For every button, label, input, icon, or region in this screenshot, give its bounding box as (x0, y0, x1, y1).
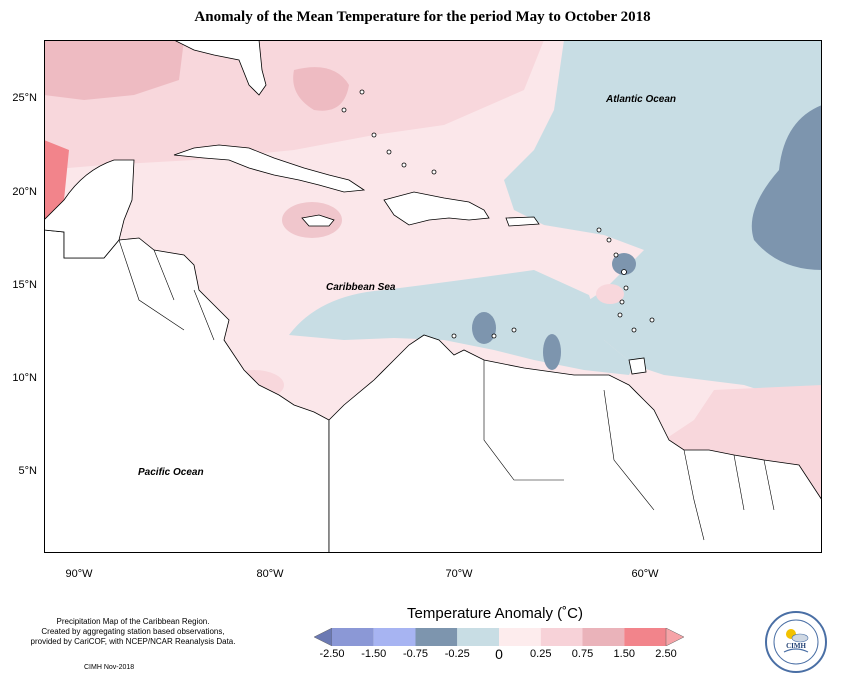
legend-colorbar (314, 628, 684, 646)
land-south-america (328, 334, 822, 553)
legend-tick-label: 0.25 (530, 648, 552, 660)
legend-tick-label: -2.50 (319, 648, 345, 660)
atlantic-ocean-label: Atlantic Ocean (606, 94, 677, 105)
anomaly-zone-northwest (44, 40, 184, 100)
legend-tick-label: 2.50 (655, 648, 677, 660)
legend-swatch (373, 628, 416, 646)
logo-text: CIMH (786, 642, 806, 650)
lon-label-60: 60°W (631, 568, 659, 580)
anomaly-patch-venezuela (543, 334, 561, 370)
legend-tick-label: 0 (495, 646, 503, 662)
legend-swatch-min (314, 628, 333, 646)
caribbean-sea-label: Caribbean Sea (326, 282, 396, 293)
land-puerto-rico (505, 216, 540, 227)
legend-tick-label: -0.75 (402, 648, 429, 660)
anomaly-patch-windwards (596, 284, 624, 304)
legend-swatch (624, 628, 666, 646)
country-borders (118, 239, 775, 541)
land-florida (173, 40, 267, 96)
anomaly-zone-bahamas (293, 67, 349, 111)
lon-label-70: 70°W (445, 568, 473, 580)
map-title: Anomaly of the Mean Temperature for the … (194, 9, 651, 25)
land-jamaica (301, 214, 335, 227)
anomaly-patch-curacao (472, 312, 496, 344)
legend-swatch (540, 628, 583, 646)
land-cuba (173, 144, 366, 193)
cimh-logo: CIMH (764, 610, 828, 674)
land-trinidad (628, 357, 647, 375)
land-yucatan (44, 159, 135, 259)
lat-label-25: 25°N (12, 92, 37, 104)
legend-tick-label: 0.75 (571, 648, 594, 660)
notes-line-3: provided by CariCOF, with NCEP/NCAR Rean… (30, 637, 236, 646)
lat-label-15: 15°N (12, 279, 37, 291)
land-hispaniola (383, 191, 490, 226)
notes-line-1: Precipitation Map of the Caribbean Regio… (56, 617, 210, 626)
sun-cloud-icon (783, 629, 809, 653)
legend-tick-label: -1.50 (361, 648, 387, 660)
legend-title: Temperature Anomaly (˚C) (407, 605, 583, 622)
lat-label-20: 20°N (12, 186, 37, 198)
notes-line-2: Created by aggregating station based obs… (41, 627, 225, 636)
legend-tick-label: -0.25 (444, 648, 470, 660)
legend-swatch (499, 628, 541, 646)
lon-label-80: 80°W (256, 568, 284, 580)
anomaly-patch-leewards (612, 253, 636, 275)
legend-tick-label: 1.50 (613, 648, 635, 660)
lon-label-90: 90°W (65, 568, 93, 580)
lat-label-5: 5°N (18, 465, 37, 477)
legend-swatch (582, 628, 625, 646)
map-frame (44, 40, 822, 553)
legend-swatch-max (665, 628, 684, 646)
legend-swatch (415, 628, 458, 646)
anomaly-patch-atlantic (751, 105, 822, 270)
pacific-ocean-label: Pacific Ocean (138, 467, 204, 478)
anomaly-patch-yucatan (44, 140, 69, 220)
lat-label-10: 10°N (12, 372, 37, 384)
land-lesser-antilles (341, 89, 655, 339)
credit-text: CIMH Nov-2018 (84, 664, 135, 671)
map-notes: Precipitation Map of the Caribbean Regio… (18, 617, 248, 647)
legend-swatch (332, 628, 374, 646)
anomaly-map (44, 40, 822, 553)
legend-swatch (457, 628, 499, 646)
